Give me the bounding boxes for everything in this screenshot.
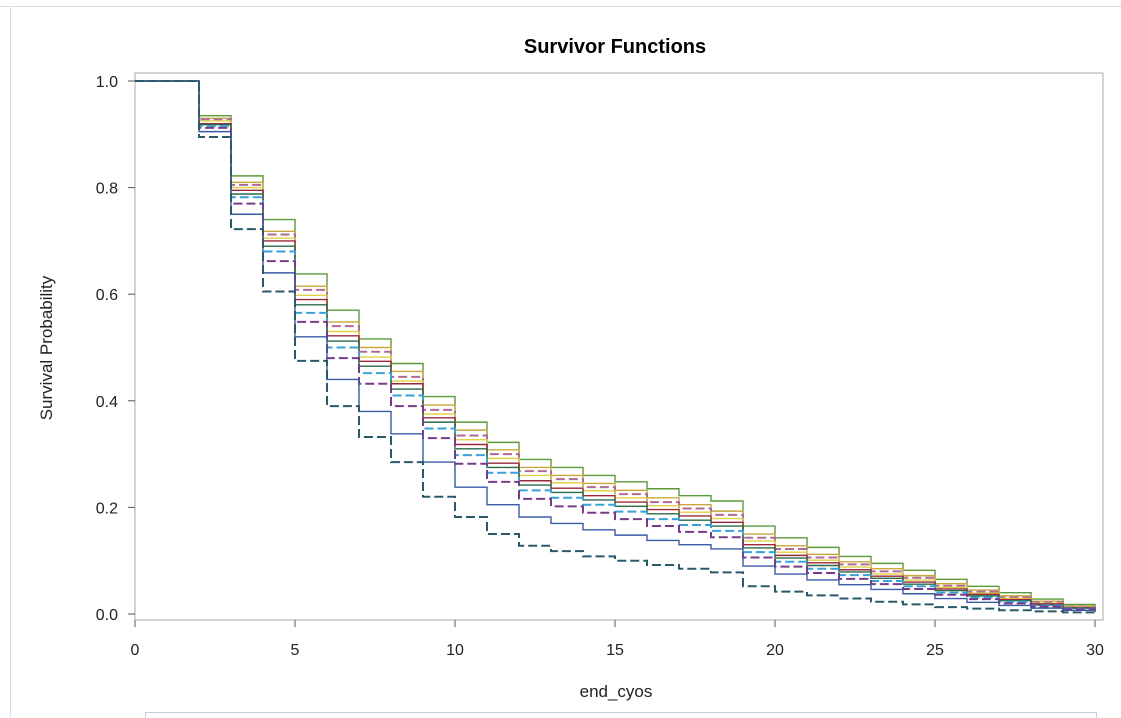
x-tick-label: 10	[446, 642, 464, 659]
y-tick-label: 0.4	[96, 394, 118, 411]
window-top-border	[0, 6, 1121, 7]
survival-curve-10	[135, 80, 1096, 614]
legend-panel-edge	[145, 712, 1097, 718]
x-axis-label: end_cyos	[580, 682, 653, 701]
chart-title: Survivor Functions	[524, 36, 706, 58]
x-tick-label: 25	[926, 642, 944, 659]
y-tick-label: 0.2	[96, 500, 118, 517]
window-left-border	[10, 6, 11, 717]
x-tick-label: 15	[606, 642, 624, 659]
y-axis: 0.0 0.2 0.4 0.6 0.8 1.0	[96, 74, 135, 624]
survival-curve-6	[135, 80, 1096, 611]
y-tick-label: 1.0	[96, 74, 118, 91]
y-tick-label: 0.8	[96, 181, 118, 198]
survival-curve-3	[135, 80, 1096, 610]
x-tick-label: 5	[291, 642, 300, 659]
y-axis-label: Survival Probability	[37, 275, 56, 420]
x-tick-label: 0	[131, 642, 140, 659]
y-tick-label: 0.6	[96, 287, 118, 304]
x-tick-label: 30	[1086, 642, 1104, 659]
plot-area	[134, 72, 1104, 621]
x-tick-label: 20	[766, 642, 784, 659]
x-axis: 0 5 10 15 20 25 30	[131, 620, 1104, 659]
y-tick-label: 0.0	[96, 607, 118, 624]
series-layer	[135, 80, 1096, 614]
